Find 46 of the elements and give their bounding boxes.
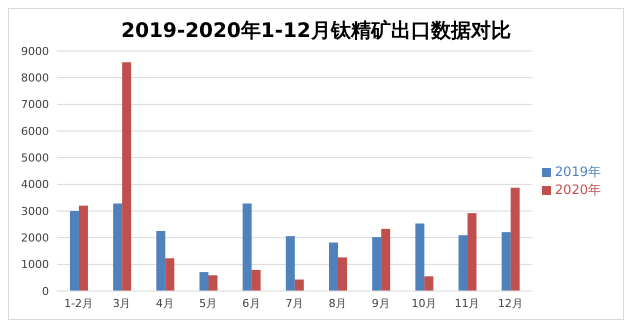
bar xyxy=(415,224,424,291)
bar xyxy=(424,276,434,291)
bar xyxy=(113,204,122,291)
bar xyxy=(165,258,174,291)
bar xyxy=(328,242,338,291)
bar xyxy=(338,257,347,291)
y-tick-label: 7000 xyxy=(21,98,49,112)
y-tick-label: 5000 xyxy=(21,152,49,165)
bar xyxy=(242,204,252,291)
bar xyxy=(70,211,79,291)
x-tick-label: 9月 xyxy=(372,296,390,310)
bar xyxy=(78,206,88,291)
bar xyxy=(458,235,468,291)
y-tick-label: 8000 xyxy=(21,72,49,85)
bar xyxy=(252,270,261,291)
x-tick-label: 5月 xyxy=(199,296,218,310)
x-tick-label: 7月 xyxy=(285,296,304,310)
y-tick-label: 4000 xyxy=(21,178,49,192)
chart-title: 2019-2020年1-12月钛精矿出口数据对比 xyxy=(121,18,511,42)
y-tick-label: 6000 xyxy=(21,124,49,138)
bar xyxy=(286,236,295,291)
bar xyxy=(502,232,511,291)
bar xyxy=(468,213,477,291)
bar xyxy=(208,275,218,291)
y-tick-label: 3000 xyxy=(21,204,49,218)
x-tick-label: 12月 xyxy=(498,296,523,310)
bar xyxy=(381,228,390,291)
x-tick-label: 4月 xyxy=(156,296,174,310)
bar xyxy=(510,188,520,291)
x-tick-label: 11月 xyxy=(454,296,480,310)
x-tick-label: 8月 xyxy=(328,296,347,310)
y-tick-label: 0 xyxy=(42,284,49,298)
y-tick-label: 1000 xyxy=(21,258,49,272)
legend-label: 2020年 xyxy=(554,183,601,198)
bar xyxy=(122,62,132,291)
y-tick-label: 2000 xyxy=(21,232,49,245)
legend-label: 2019年 xyxy=(554,165,601,180)
bar xyxy=(156,231,166,291)
bar xyxy=(372,237,382,291)
x-tick-label: 10月 xyxy=(411,296,436,310)
bar xyxy=(199,272,208,291)
x-tick-label: 1-2月 xyxy=(64,296,94,310)
x-tick-label: 6月 xyxy=(242,296,260,310)
x-tick-label: 3月 xyxy=(112,296,131,310)
y-tick-label: 9000 xyxy=(21,44,49,58)
bar xyxy=(294,280,304,291)
